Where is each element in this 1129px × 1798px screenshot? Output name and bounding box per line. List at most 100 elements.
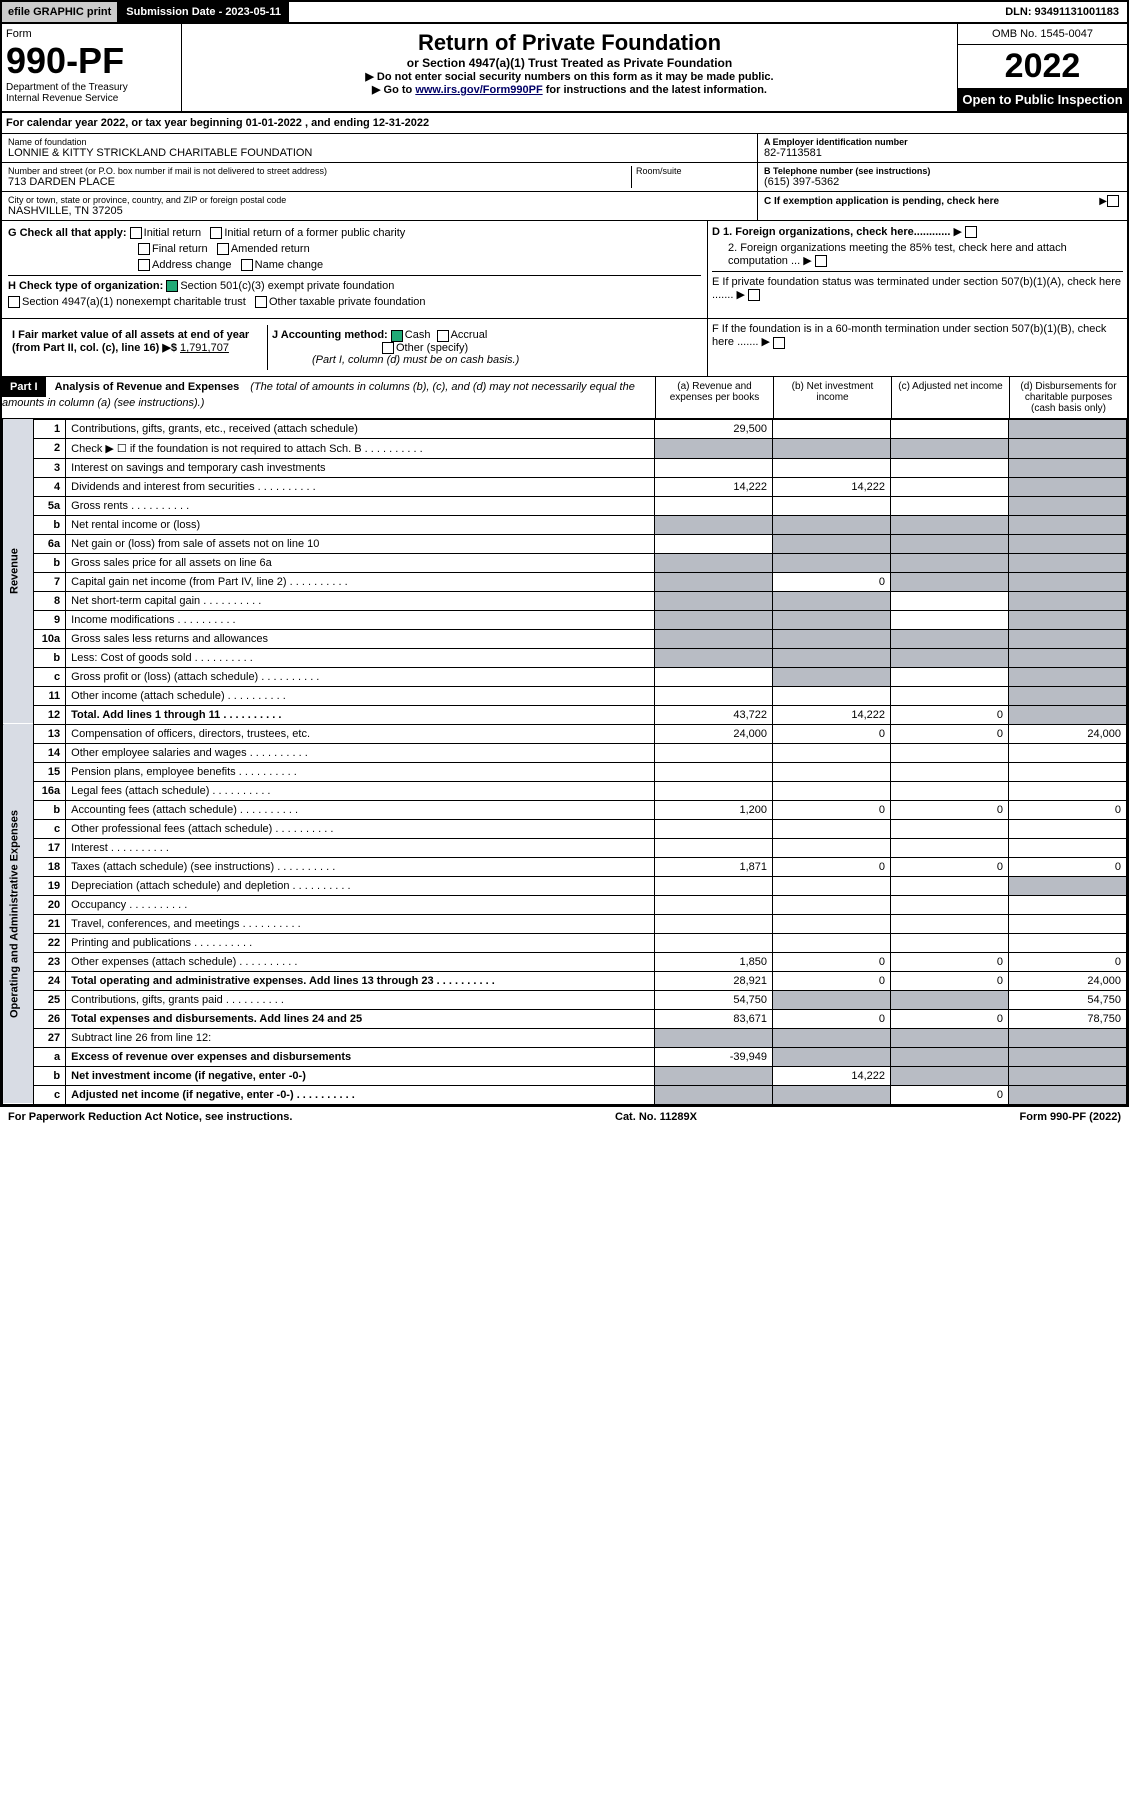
amount-cell-c: 0 (891, 705, 1009, 724)
line-number: 1 (34, 419, 66, 438)
city-label: City or town, state or province, country… (8, 195, 751, 205)
amount-cell-b (773, 781, 891, 800)
table-row: 18Taxes (attach schedule) (see instructi… (3, 857, 1127, 876)
line-number: 17 (34, 838, 66, 857)
4947-checkbox[interactable] (8, 296, 20, 308)
line-description: Travel, conferences, and meetings (66, 914, 655, 933)
amount-cell-b (773, 591, 891, 610)
line-description: Accounting fees (attach schedule) (66, 800, 655, 819)
line-number: a (34, 1047, 66, 1066)
address-change-checkbox[interactable] (138, 259, 150, 271)
f-label: F If the foundation is in a 60-month ter… (712, 323, 1106, 348)
line-description: Depreciation (attach schedule) and deple… (66, 876, 655, 895)
amount-cell-c (891, 667, 1009, 686)
h-label: H Check type of organization: (8, 280, 163, 292)
phone-label: B Telephone number (see instructions) (764, 166, 1121, 176)
amount-cell-b (773, 458, 891, 477)
amount-cell-c: 0 (891, 857, 1009, 876)
amount-cell-b (773, 743, 891, 762)
amount-cell-c (891, 819, 1009, 838)
amount-cell-b (773, 496, 891, 515)
header-right: OMB No. 1545-0047 2022 Open to Public In… (957, 24, 1127, 111)
line-description: Contributions, gifts, grants, etc., rece… (66, 419, 655, 438)
table-row: 20Occupancy (3, 895, 1127, 914)
amount-cell-a (655, 553, 773, 572)
form-link[interactable]: www.irs.gov/Form990PF (415, 84, 542, 96)
line-description: Net gain or (loss) from sale of assets n… (66, 534, 655, 553)
amount-cell-c (891, 762, 1009, 781)
table-row: 21Travel, conferences, and meetings (3, 914, 1127, 933)
amount-cell-d (1009, 553, 1127, 572)
form-note2: ▶ Go to www.irs.gov/Form990PF for instru… (188, 83, 951, 96)
501c3-checkbox[interactable] (166, 280, 178, 292)
info-right: A Employer identification number 82-7113… (757, 134, 1127, 220)
line-number: 20 (34, 895, 66, 914)
amount-cell-c: 0 (891, 1009, 1009, 1028)
line-number: 21 (34, 914, 66, 933)
e-checkbox[interactable] (748, 289, 760, 301)
amount-cell-c (891, 477, 1009, 496)
line-description: Less: Cost of goods sold (66, 648, 655, 667)
amount-cell-a: 1,871 (655, 857, 773, 876)
part1-header-row: Part I Analysis of Revenue and Expenses … (2, 377, 1127, 419)
f-checkbox[interactable] (773, 337, 785, 349)
line-number: 3 (34, 458, 66, 477)
line-description: Gross profit or (loss) (attach schedule) (66, 667, 655, 686)
amount-cell-d: 0 (1009, 800, 1127, 819)
amount-cell-b (773, 1047, 891, 1066)
line-number: c (34, 667, 66, 686)
g-label: G Check all that apply: (8, 227, 127, 239)
form-container: efile GRAPHIC print Submission Date - 20… (0, 0, 1129, 1107)
line-description: Compensation of officers, directors, tru… (66, 724, 655, 743)
table-row: Operating and Administrative Expenses13C… (3, 724, 1127, 743)
initial-return-checkbox[interactable] (130, 227, 142, 239)
form-number: 990-PF (6, 40, 177, 82)
amount-cell-c (891, 591, 1009, 610)
exemption-checkbox[interactable] (1107, 195, 1119, 207)
line-number: 5a (34, 496, 66, 515)
amount-cell-b (773, 610, 891, 629)
line-number: b (34, 515, 66, 534)
calendar-year-row: For calendar year 2022, or tax year begi… (2, 113, 1127, 134)
cash-checkbox[interactable] (391, 330, 403, 342)
amount-cell-c: 0 (891, 1085, 1009, 1104)
header-left: Form 990-PF Department of the Treasury I… (2, 24, 182, 111)
amount-cell-c (891, 629, 1009, 648)
amount-cell-c (891, 438, 1009, 458)
amount-cell-a (655, 743, 773, 762)
amount-cell-a (655, 1085, 773, 1104)
form-label: Form (6, 28, 177, 40)
amount-cell-b (773, 876, 891, 895)
initial-public-checkbox[interactable] (210, 227, 222, 239)
amount-cell-d (1009, 1028, 1127, 1047)
amended-checkbox[interactable] (217, 243, 229, 255)
final-return-checkbox[interactable] (138, 243, 150, 255)
other-taxable-checkbox[interactable] (255, 296, 267, 308)
amount-cell-a (655, 458, 773, 477)
line-number: 13 (34, 724, 66, 743)
other-method-checkbox[interactable] (382, 342, 394, 354)
line-number: b (34, 648, 66, 667)
check-section: G Check all that apply: Initial return I… (2, 221, 1127, 319)
amount-cell-d (1009, 438, 1127, 458)
col-a-header: (a) Revenue and expenses per books (655, 377, 773, 418)
amount-cell-c (891, 914, 1009, 933)
accrual-checkbox[interactable] (437, 330, 449, 342)
table-row: 15Pension plans, employee benefits (3, 762, 1127, 781)
amount-cell-c (891, 933, 1009, 952)
amount-cell-b (773, 648, 891, 667)
amount-cell-a (655, 648, 773, 667)
amount-cell-c (891, 781, 1009, 800)
name-change-checkbox[interactable] (241, 259, 253, 271)
revenue-label: Revenue (3, 419, 34, 724)
amount-cell-b: 0 (773, 724, 891, 743)
table-row: Revenue1Contributions, gifts, grants, et… (3, 419, 1127, 438)
d2-checkbox[interactable] (815, 255, 827, 267)
table-row: 7Capital gain net income (from Part IV, … (3, 572, 1127, 591)
amount-cell-b (773, 1085, 891, 1104)
amount-cell-a (655, 610, 773, 629)
d1-checkbox[interactable] (965, 226, 977, 238)
d1-label: D 1. Foreign organizations, check here..… (712, 226, 950, 238)
amount-cell-c (891, 648, 1009, 667)
table-row: 5aGross rents (3, 496, 1127, 515)
